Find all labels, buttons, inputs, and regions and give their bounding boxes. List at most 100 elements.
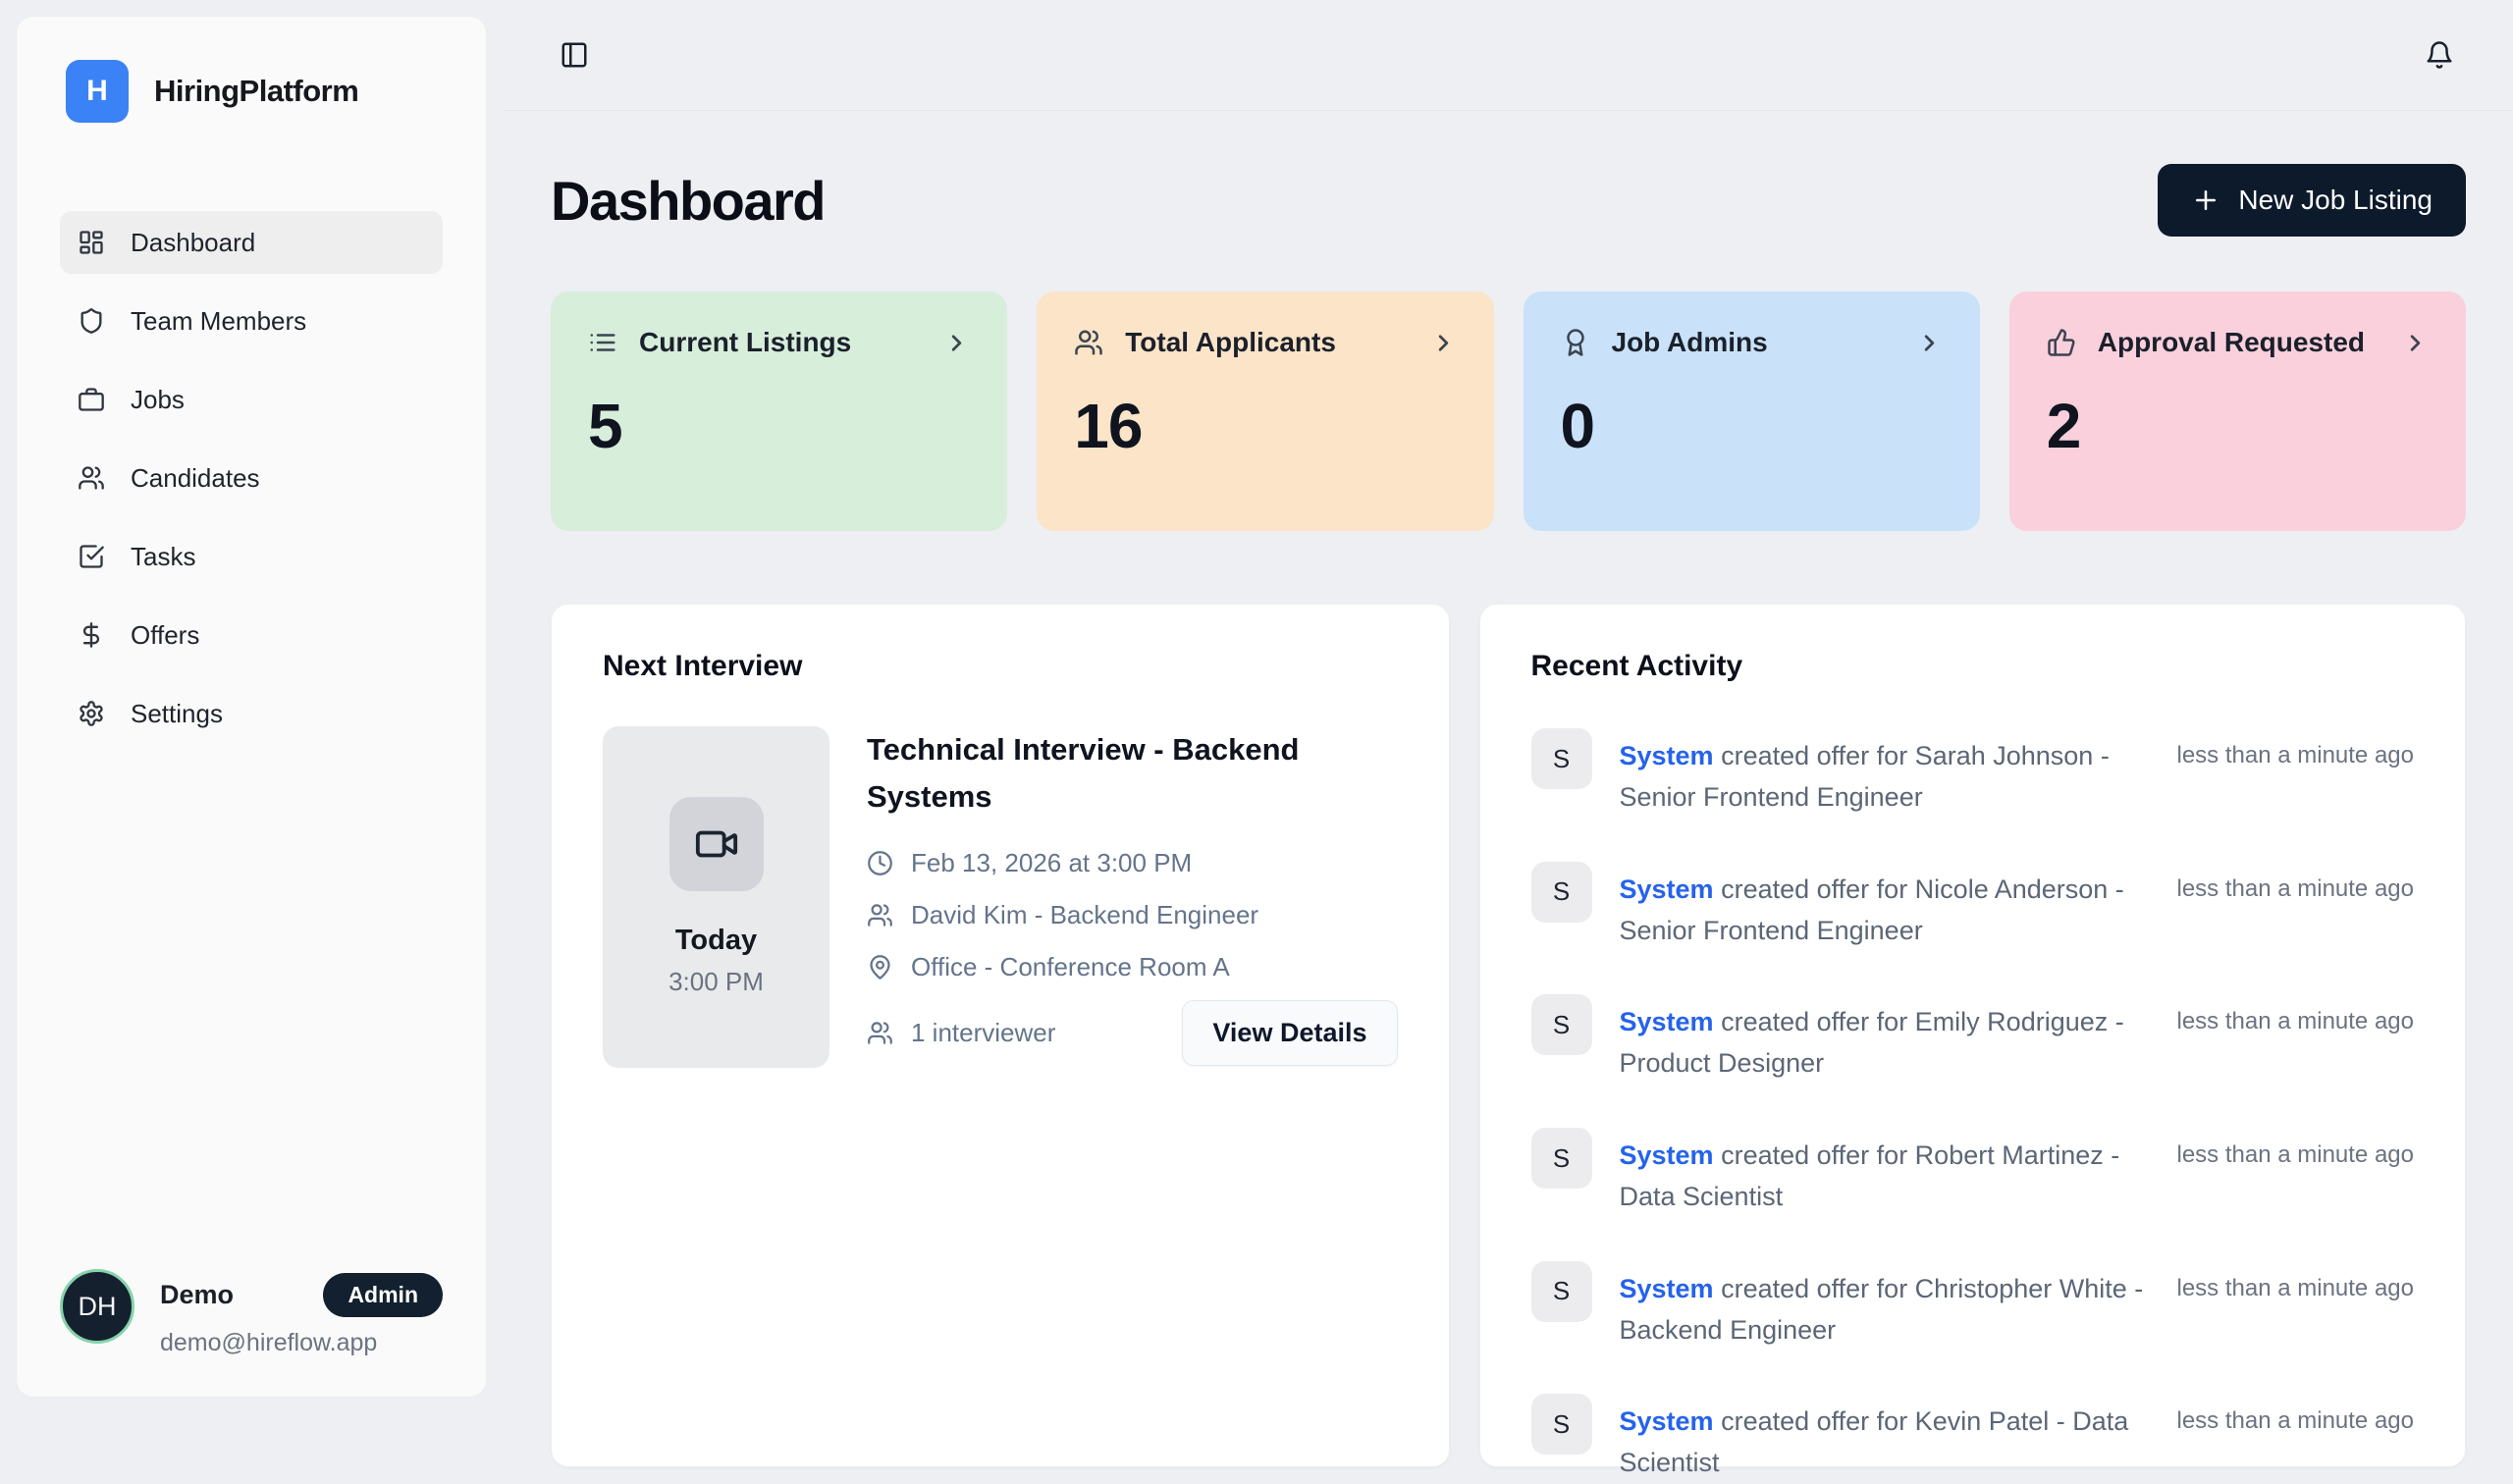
- activity-actor[interactable]: System: [1619, 1273, 1714, 1303]
- clock-icon: [868, 851, 892, 875]
- award-icon: [1566, 329, 1584, 356]
- new-job-listing-button[interactable]: New Job Listing: [2158, 164, 2466, 237]
- activity-timestamp: less than a minute ago: [2176, 874, 2415, 902]
- activity-timestamp: less than a minute ago: [2176, 1141, 2415, 1169]
- stat-card-job-admins[interactable]: Job Admins 0: [1523, 292, 1980, 531]
- page-title: Dashboard: [551, 169, 827, 232]
- users-icon: [868, 1022, 892, 1044]
- sidebar-toggle-button[interactable]: [560, 40, 589, 70]
- sidebar-nav: Dashboard Team Members Jobs Candidates T…: [60, 211, 443, 745]
- activity-actor[interactable]: System: [1619, 1406, 1714, 1437]
- stat-label: Approval Requested: [2097, 327, 2366, 357]
- recent-activity-title: Recent Activity: [1530, 650, 1743, 682]
- interview-candidate: David Kim - Backend Engineer: [911, 900, 1259, 930]
- users-icon: [868, 904, 892, 927]
- app-logo-row: H HiringPlatform: [60, 52, 443, 131]
- shield-icon: [80, 308, 102, 334]
- activity-text: System created offer for Robert Martinez…: [1620, 1128, 2150, 1218]
- activity-avatar: S: [1530, 861, 1592, 923]
- bell-icon: [2427, 41, 2452, 69]
- activity-item: S System created offer for Christopher W…: [1530, 1260, 2415, 1352]
- activity-item: S System created offer for Kevin Patel -…: [1530, 1394, 2415, 1484]
- activity-description: created offer for Emily Rodriguez - Prod…: [1619, 1007, 2124, 1079]
- user-info: Demo Admin demo@hireflow.app: [160, 1269, 443, 1357]
- activity-text: System created offer for Nicole Anderson…: [1620, 862, 2150, 952]
- activity-description: created offer for Christopher White - Ba…: [1619, 1273, 2144, 1345]
- next-interview-panel: Next Interview Today 3:00 PM Technical I…: [551, 604, 1450, 1467]
- activity-item: S System created offer for Emily Rodrigu…: [1530, 994, 2414, 1085]
- sidebar-item-jobs[interactable]: Jobs: [60, 368, 443, 431]
- activity-timestamp: less than a minute ago: [2176, 1407, 2415, 1435]
- activity-description: created offer for Robert Martinez - Data…: [1619, 1140, 2120, 1211]
- stats-row: Current Listings 5 Total Applicants 16 J…: [551, 292, 2466, 531]
- sidebar-item-dashboard[interactable]: Dashboard: [60, 211, 443, 274]
- page-header: Dashboard New Job Listing: [551, 164, 2466, 237]
- stat-card-total-applicants[interactable]: Total Applicants 16: [1037, 292, 1494, 531]
- new-job-listing-label: New Job Listing: [2238, 185, 2433, 215]
- interviewer-count: 1 interviewer: [911, 1018, 1056, 1047]
- stat-value: 16: [1074, 391, 1143, 461]
- sidebar-item-settings[interactable]: Settings: [60, 682, 443, 745]
- dollar-icon: [82, 622, 100, 648]
- map-pin-icon: [870, 955, 890, 980]
- interview-location-row: Office - Conference Room A: [867, 952, 1398, 982]
- dashboard-grid-icon: [80, 231, 103, 254]
- sidebar-user[interactable]: DH Demo Admin demo@hireflow.app: [60, 1269, 443, 1357]
- interview-candidate-row: David Kim - Backend Engineer: [867, 900, 1398, 930]
- activity-item: S System created offer for Robert Martin…: [1530, 1128, 2415, 1218]
- activity-description: created offer for Nicole Anderson - Seni…: [1619, 874, 2124, 945]
- interview-day: Today: [674, 925, 758, 956]
- interview-thumbnail: Today 3:00 PM: [603, 726, 829, 1068]
- interview-title: Technical Interview - Backend Systems: [867, 732, 1300, 815]
- stat-label: Current Listings: [639, 327, 852, 357]
- activity-avatar: S: [1530, 994, 1592, 1056]
- gear-icon: [80, 701, 103, 726]
- check-square-icon: [80, 545, 104, 568]
- sidebar-item-offers[interactable]: Offers: [60, 604, 443, 666]
- activity-avatar: S: [1530, 1260, 1592, 1322]
- role-badge: Admin: [323, 1273, 443, 1317]
- page-content: Dashboard New Job Listing Current Listin…: [504, 111, 2513, 1477]
- activity-actor[interactable]: System: [1619, 741, 1714, 770]
- interview-datetime: Feb 13, 2026 at 3:00 PM: [911, 848, 1193, 878]
- view-details-button[interactable]: View Details: [1182, 1000, 1398, 1066]
- activity-actor[interactable]: System: [1619, 874, 1714, 904]
- users-icon: [79, 466, 104, 490]
- briefcase-icon: [79, 388, 104, 411]
- next-interview-title: Next Interview: [603, 650, 803, 682]
- sidebar-item-tasks[interactable]: Tasks: [60, 525, 443, 588]
- interview-datetime-row: Feb 13, 2026 at 3:00 PM: [867, 848, 1398, 878]
- app-logo: H: [66, 60, 129, 123]
- activity-list: S System created offer for Sarah Johnson…: [1530, 728, 2415, 1484]
- video-camera-icon: [695, 830, 737, 858]
- interview-location: Office - Conference Room A: [911, 952, 1230, 982]
- activity-actor[interactable]: System: [1619, 1007, 1714, 1037]
- chevron-right-icon: [1438, 334, 1448, 351]
- stat-card-approval-requested[interactable]: Approval Requested 2: [2008, 292, 2466, 531]
- thumbs-up-icon: [2048, 329, 2075, 356]
- activity-actor[interactable]: System: [1619, 1140, 1714, 1171]
- sidebar-item-label: Dashboard: [131, 227, 256, 257]
- panels-row: Next Interview Today 3:00 PM Technical I…: [551, 604, 2466, 1477]
- activity-timestamp: less than a minute ago: [2176, 742, 2415, 768]
- avatar: DH: [60, 1269, 134, 1344]
- sidebar-item-candidates[interactable]: Candidates: [60, 447, 443, 509]
- activity-timestamp: less than a minute ago: [2176, 1274, 2415, 1301]
- stat-card-current-listings[interactable]: Current Listings 5: [551, 292, 1008, 531]
- stat-value: 2: [2046, 391, 2082, 461]
- app-name: HiringPlatform: [154, 74, 359, 108]
- activity-avatar: S: [1530, 728, 1592, 789]
- notifications-button[interactable]: [2425, 40, 2454, 70]
- chevron-right-icon: [2410, 334, 2421, 351]
- activity-text: System created offer for Sarah Johnson -…: [1620, 728, 2150, 819]
- sidebar-item-team-members[interactable]: Team Members: [60, 290, 443, 352]
- stat-value: 5: [588, 391, 623, 461]
- chevron-right-icon: [952, 334, 962, 351]
- topbar: [504, 0, 2513, 111]
- activity-text: System created offer for Christopher Whi…: [1620, 1261, 2150, 1352]
- activity-item: S System created offer for Sarah Johnson…: [1530, 728, 2415, 819]
- user-name: Demo: [160, 1280, 235, 1309]
- user-email: demo@hireflow.app: [160, 1329, 378, 1356]
- main-area: Dashboard New Job Listing Current Listin…: [504, 0, 2513, 1477]
- activity-text: System created offer for Kevin Patel - D…: [1620, 1394, 2150, 1484]
